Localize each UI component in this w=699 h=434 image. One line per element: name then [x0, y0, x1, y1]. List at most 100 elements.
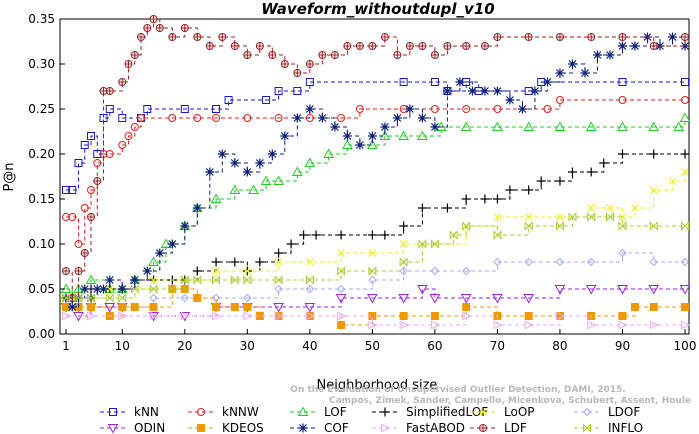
data-point-loop	[212, 267, 220, 275]
legend-label: LoOP	[504, 405, 535, 419]
data-point-simplifiedlof	[599, 158, 609, 168]
legend-label: FastABOD	[406, 421, 465, 434]
data-point-odin	[335, 294, 347, 304]
legend-marker	[583, 423, 591, 433]
legend-marker	[109, 408, 117, 416]
data-point-knn	[62, 186, 70, 194]
data-point-simplifiedlof	[255, 257, 265, 267]
data-point-ldf	[62, 267, 70, 275]
data-point-lof	[260, 175, 272, 185]
data-point-fastabod	[462, 311, 472, 321]
y-tick-label: 0.05	[28, 282, 55, 296]
data-point-inflo	[368, 266, 377, 276]
data-point-knn	[262, 96, 271, 104]
data-point-knn	[118, 114, 127, 122]
data-point-ldf	[649, 42, 658, 50]
data-point-inflo	[418, 239, 427, 249]
data-point-inflo	[399, 257, 408, 267]
data-point-kdeos	[230, 303, 239, 311]
data-point-kdeos	[130, 303, 139, 311]
data-point-knnw	[543, 105, 552, 113]
data-point-knnw	[493, 105, 502, 113]
data-point-ldof	[243, 293, 252, 303]
data-point-simplifiedlof	[461, 194, 471, 204]
data-point-knn	[80, 141, 89, 149]
data-point-ldf	[343, 42, 352, 50]
data-point-knnw	[274, 114, 283, 122]
data-point-fastabod	[87, 311, 97, 321]
data-point-kdeos	[193, 294, 202, 302]
x-tick-label: 70	[490, 339, 505, 353]
data-point-odin	[492, 294, 503, 304]
legend-label: LDOF	[608, 405, 640, 419]
legend-marker	[479, 424, 487, 432]
data-point-odin	[679, 285, 691, 295]
y-tick-label: 0.10	[28, 237, 55, 251]
data-point-ldof	[305, 284, 315, 294]
data-point-cof	[317, 113, 327, 123]
legend-label: ODIN	[134, 421, 165, 434]
legend-label: SimplifiedLOF	[406, 405, 488, 419]
data-point-knnw	[681, 96, 689, 104]
data-point-simplifiedlof	[417, 203, 427, 213]
x-axis-label: Neighborhood size	[317, 378, 438, 393]
data-point-ldf	[318, 51, 327, 59]
data-point-ldf	[218, 33, 227, 41]
data-point-odin	[367, 294, 378, 304]
data-point-lof	[679, 112, 691, 122]
data-point-cof	[417, 113, 427, 123]
data-point-cof	[455, 77, 465, 87]
data-point-lof	[304, 157, 316, 167]
data-point-ldf	[193, 33, 202, 41]
data-point-knnw	[68, 213, 77, 221]
data-point-ldf	[418, 42, 427, 50]
data-point-ldf	[243, 51, 252, 59]
data-point-knnw	[243, 114, 252, 122]
data-point-cof	[292, 113, 302, 123]
data-point-lof	[460, 121, 472, 131]
data-point-inflo	[524, 221, 533, 231]
data-point-simplifiedlof	[230, 257, 240, 267]
data-point-fastabod	[243, 311, 254, 321]
data-point-simplifiedlof	[336, 230, 346, 240]
data-point-simplifiedlof	[311, 230, 321, 240]
data-point-kdeos	[430, 312, 439, 320]
data-point-cof	[117, 284, 127, 294]
x-tick-label: 60	[427, 339, 442, 353]
data-point-simplifiedlof	[367, 230, 377, 240]
data-point-knnw	[555, 96, 564, 104]
data-point-inflo	[305, 275, 314, 285]
data-point-knnw	[118, 141, 127, 149]
data-point-cof	[567, 59, 577, 69]
chart-title: Waveform_withoutdupl_v10	[261, 0, 494, 18]
series-line-ldf	[66, 18, 686, 299]
data-point-knn	[74, 159, 83, 167]
data-point-simplifiedlof	[536, 176, 546, 186]
legend-item-ldf: LDF	[470, 421, 527, 434]
legend-marker	[297, 406, 309, 416]
data-point-knn	[681, 78, 689, 86]
data-point-inflo	[230, 275, 239, 285]
data-point-odin	[585, 285, 597, 295]
data-point-cof	[180, 221, 190, 231]
data-point-loop	[493, 213, 502, 221]
data-point-lof	[617, 121, 628, 131]
data-point-loop	[149, 276, 158, 284]
data-point-cof	[192, 203, 202, 213]
data-point-cof	[630, 41, 640, 51]
data-point-fastabod	[399, 320, 410, 330]
data-point-lof	[291, 166, 303, 176]
data-point-ldof	[368, 275, 377, 285]
data-point-odin	[554, 285, 566, 295]
data-point-fastabod	[212, 311, 222, 321]
legend-item-odin: ODIN	[100, 421, 165, 434]
data-point-cof	[80, 284, 90, 294]
data-point-cof	[605, 50, 615, 60]
data-point-lof	[210, 193, 222, 203]
data-point-inflo	[462, 221, 471, 231]
data-point-knnw	[124, 132, 133, 140]
data-point-inflo	[74, 293, 83, 303]
data-point-cof	[217, 149, 227, 159]
data-point-ldf	[149, 15, 158, 23]
data-point-lof	[648, 121, 660, 131]
